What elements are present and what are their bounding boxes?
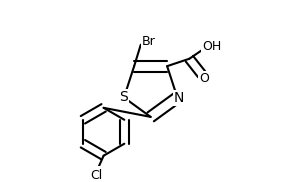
Text: Cl: Cl: [90, 169, 102, 182]
Text: Br: Br: [142, 35, 156, 48]
Text: N: N: [174, 91, 184, 105]
Text: S: S: [119, 90, 128, 104]
Text: O: O: [199, 72, 209, 84]
Text: OH: OH: [202, 40, 222, 53]
